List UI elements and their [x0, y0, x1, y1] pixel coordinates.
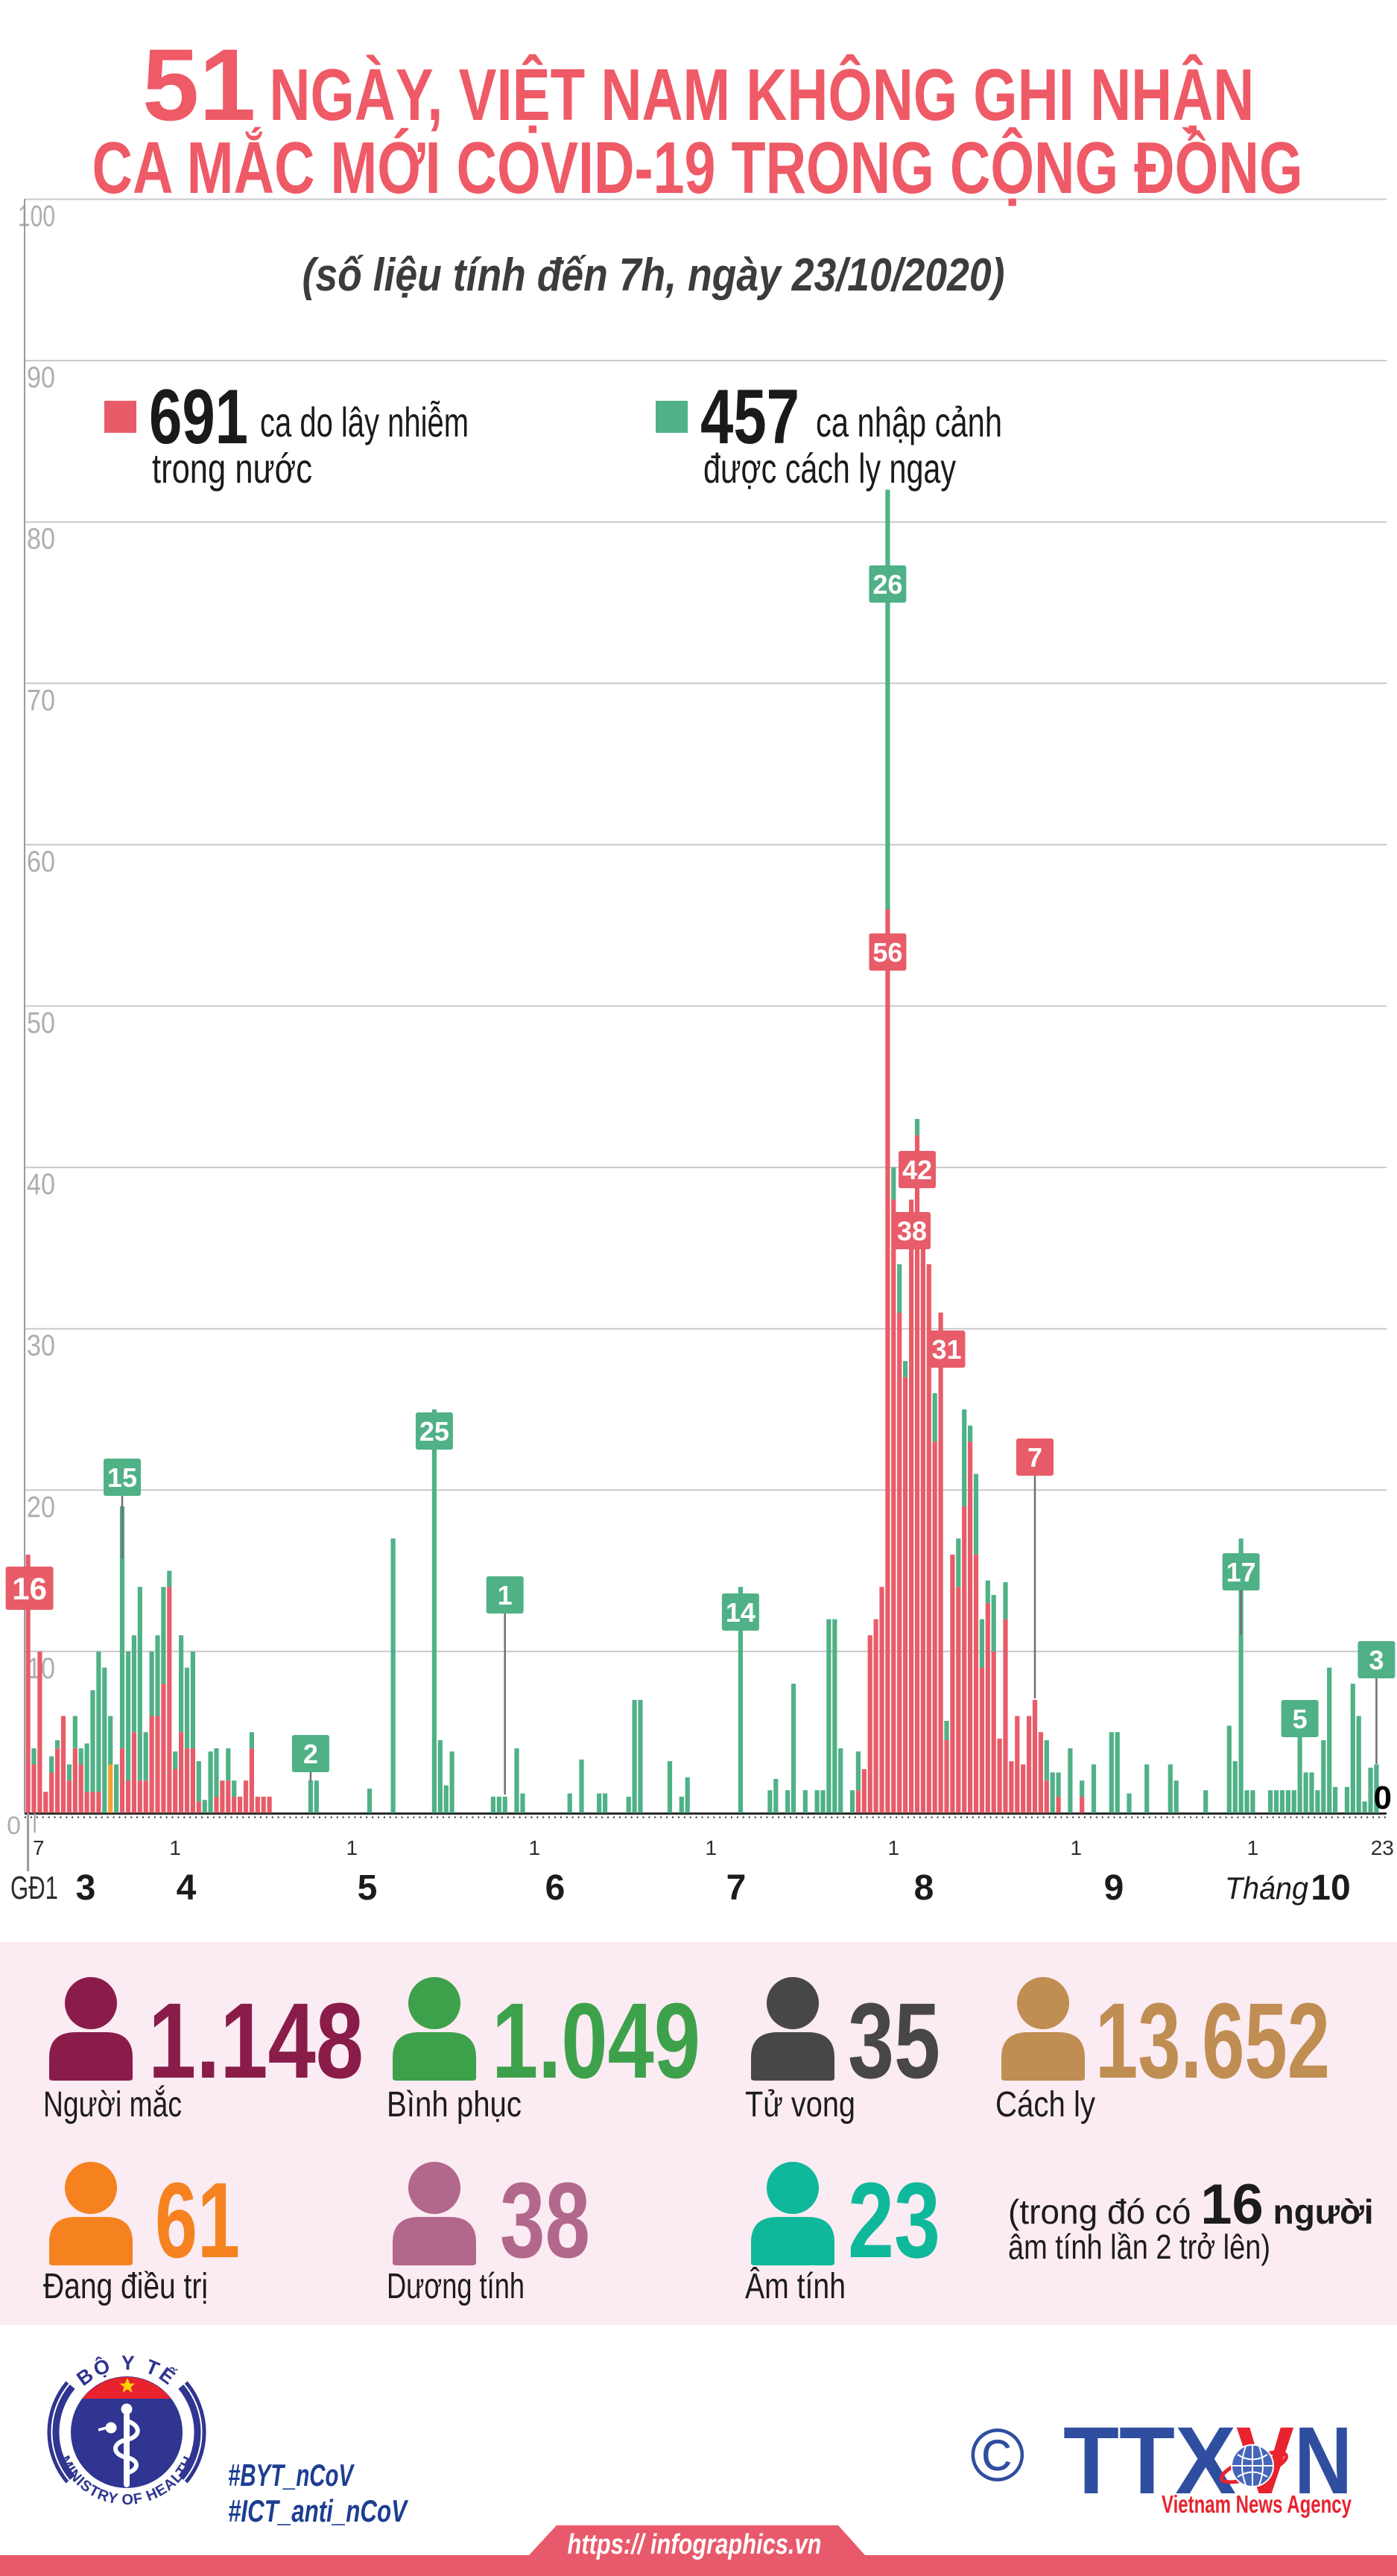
svg-text:ca do lây nhiễm: ca do lây nhiễm: [260, 399, 469, 445]
svg-text:0: 0: [1374, 1780, 1392, 1816]
svg-text:23: 23: [1371, 1836, 1394, 1859]
svg-text:#BYT_nCoV: #BYT_nCoV: [228, 2458, 355, 2493]
svg-text:CA MẮC MỚI COVID-19 TRONG CỘNG: CA MẮC MỚI COVID-19 TRONG CỘNG ĐỒNG: [92, 127, 1303, 209]
svg-text:38: 38: [897, 1216, 927, 1246]
svg-text:35: 35: [848, 1981, 940, 2101]
svg-text:âm tính lần 2 trở lên): âm tính lần 2 trở lên): [1008, 2227, 1270, 2266]
svg-text:13.652: 13.652: [1095, 1981, 1330, 2101]
svg-text:1: 1: [169, 1836, 181, 1859]
svg-text:ca nhập cảnh: ca nhập cảnh: [816, 399, 1002, 445]
svg-text:60: 60: [27, 846, 55, 878]
svg-text:1.049: 1.049: [492, 1981, 700, 2101]
svg-text:7: 7: [726, 1868, 747, 1908]
svg-text:70: 70: [27, 684, 55, 717]
svg-text:1: 1: [888, 1836, 900, 1859]
svg-text:trong nước: trong nước: [152, 445, 312, 492]
svg-text:56: 56: [872, 937, 902, 968]
svg-text:1: 1: [1071, 1836, 1083, 1859]
svg-text:38: 38: [500, 2160, 590, 2280]
svg-text:23: 23: [848, 2160, 940, 2280]
svg-text:TTX: TTX: [1063, 2408, 1236, 2514]
svg-text:0: 0: [7, 1812, 21, 1840]
svg-text:42: 42: [902, 1155, 932, 1185]
svg-text:15: 15: [107, 1462, 137, 1493]
svg-text:7: 7: [1027, 1442, 1042, 1473]
svg-text:16: 16: [12, 1571, 47, 1606]
svg-text:#ICT_anti_nCoV: #ICT_anti_nCoV: [228, 2493, 408, 2528]
svg-text:7: 7: [33, 1836, 45, 1859]
svg-text:50: 50: [27, 1007, 55, 1040]
svg-text:Tử vong: Tử vong: [745, 2085, 855, 2125]
svg-text:40: 40: [27, 1168, 55, 1201]
svg-text:Cách ly: Cách ly: [995, 2085, 1095, 2125]
svg-text:80: 80: [27, 523, 55, 556]
svg-text:GĐ1: GĐ1: [10, 1870, 58, 1906]
svg-text:Bình phục: Bình phục: [387, 2085, 522, 2125]
svg-text:được cách ly ngay: được cách ly ngay: [703, 445, 956, 492]
svg-text:2: 2: [303, 1739, 318, 1769]
svg-text:1: 1: [498, 1580, 513, 1611]
svg-text:90: 90: [27, 361, 55, 394]
svg-text:61: 61: [155, 2160, 240, 2280]
svg-text:100: 100: [18, 200, 55, 233]
svg-text:6: 6: [545, 1868, 566, 1908]
svg-text:Vietnam News Agency: Vietnam News Agency: [1162, 2490, 1352, 2518]
svg-text:5: 5: [1293, 1704, 1308, 1734]
svg-text:10: 10: [1311, 1868, 1350, 1908]
svg-text:Âm tính: Âm tính: [745, 2267, 846, 2306]
svg-text:1.148: 1.148: [148, 1981, 364, 2101]
svg-text:3: 3: [76, 1868, 96, 1908]
svg-text:Tháng: Tháng: [1225, 1871, 1308, 1906]
svg-text:25: 25: [419, 1416, 449, 1447]
svg-text:30: 30: [27, 1330, 55, 1362]
svg-text:N: N: [1294, 2408, 1352, 2514]
svg-text:31: 31: [931, 1334, 961, 1365]
svg-text:https:// infographics.vn: https:// infographics.vn: [568, 2529, 822, 2560]
svg-text:1: 1: [706, 1836, 717, 1859]
svg-text:(số liệu tính đến 7h, ngày 23/: (số liệu tính đến 7h, ngày 23/10/2020): [302, 250, 1005, 301]
svg-text:Đang điều trị: Đang điều trị: [43, 2267, 208, 2306]
svg-text:1: 1: [346, 1836, 358, 1859]
svg-text:©: ©: [970, 2414, 1025, 2497]
svg-text:Dương tính: Dương tính: [387, 2267, 525, 2306]
svg-text:26: 26: [872, 569, 902, 600]
svg-text:457: 457: [700, 374, 799, 460]
svg-text:20: 20: [27, 1491, 55, 1523]
svg-text:Người mắc: Người mắc: [43, 2084, 182, 2125]
svg-text:17: 17: [1226, 1557, 1256, 1587]
svg-text:14: 14: [726, 1597, 755, 1628]
svg-text:9: 9: [1104, 1868, 1124, 1908]
svg-text:8: 8: [914, 1868, 934, 1908]
svg-text:3: 3: [1369, 1645, 1384, 1675]
svg-text:5: 5: [358, 1868, 378, 1908]
svg-text:1: 1: [1247, 1836, 1259, 1859]
svg-text:691: 691: [149, 374, 248, 460]
svg-text:1: 1: [529, 1836, 541, 1859]
svg-text:4: 4: [177, 1868, 197, 1908]
